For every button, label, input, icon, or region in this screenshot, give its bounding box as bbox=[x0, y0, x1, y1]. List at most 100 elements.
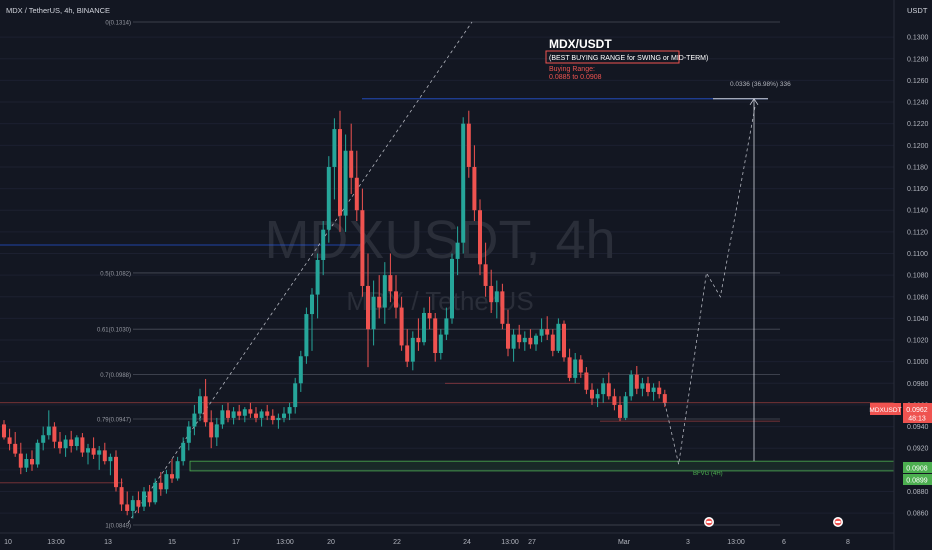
candle-body bbox=[528, 337, 533, 345]
candle-body bbox=[164, 474, 169, 490]
candle-body bbox=[567, 357, 572, 378]
candle-body bbox=[119, 487, 124, 505]
price-tick-label: 0.1100 bbox=[907, 251, 928, 258]
candle-body bbox=[24, 459, 29, 468]
time-tick-label: 13:00 bbox=[47, 539, 65, 546]
candle-body bbox=[97, 450, 102, 455]
countdown-text: 48:13 bbox=[908, 416, 926, 423]
candle-body bbox=[237, 411, 242, 416]
candle-body bbox=[287, 407, 292, 414]
candle-body bbox=[248, 409, 253, 414]
candle-body bbox=[136, 500, 141, 507]
candle-body bbox=[7, 437, 12, 444]
candle-body bbox=[545, 329, 550, 335]
candle-body bbox=[74, 437, 79, 447]
measure-label: 0.0336 (36.98%) 336 bbox=[730, 81, 791, 88]
symbol-price-tag: MDXUSDT bbox=[869, 403, 902, 415]
time-tick-label: 13:00 bbox=[276, 539, 294, 546]
fib-level-label: 0.61(0.1030) bbox=[97, 328, 131, 334]
candle-body bbox=[388, 275, 393, 292]
candle-body bbox=[91, 448, 96, 455]
candle-body bbox=[209, 422, 214, 438]
candle-body bbox=[657, 387, 662, 395]
candle-body bbox=[489, 285, 494, 303]
candle-body bbox=[270, 415, 275, 421]
price-tick-label: 0.1060 bbox=[907, 294, 929, 301]
price-tick-label: 0.1220 bbox=[907, 121, 929, 128]
candle-body bbox=[63, 439, 68, 449]
candle-body bbox=[18, 453, 23, 468]
candle-body bbox=[125, 504, 130, 511]
time-tick-label: 22 bbox=[393, 539, 401, 546]
candle-body bbox=[220, 410, 225, 425]
candle-body bbox=[584, 372, 589, 390]
candle-body bbox=[433, 318, 438, 354]
price-tick-label: 0.0880 bbox=[907, 489, 929, 496]
candle-body bbox=[623, 396, 628, 418]
annotation-subtitle-box bbox=[545, 50, 680, 64]
zone-bottom-tag: 0.0899 bbox=[903, 474, 932, 485]
candle-body bbox=[192, 413, 197, 427]
candle-body bbox=[410, 337, 415, 362]
price-tick-label: 0.1140 bbox=[907, 208, 928, 215]
price-tick-label: 0.1080 bbox=[907, 273, 929, 280]
candle-body bbox=[371, 296, 376, 330]
time-tick-label: 8 bbox=[846, 539, 850, 546]
candle-body bbox=[478, 210, 482, 265]
time-axis[interactable]: 10 13:00 13 15 17 13:00 20 22 24 13:00 27 Mar 3 13:00… bbox=[0, 532, 894, 546]
candle-body bbox=[461, 123, 466, 243]
candle-body bbox=[466, 123, 471, 167]
event-icon-1[interactable] bbox=[704, 517, 714, 527]
fib-level-label: 0.5(0.1082) bbox=[100, 271, 131, 277]
time-tick-label: 27 bbox=[528, 539, 536, 546]
candle-body bbox=[618, 404, 622, 418]
candle-body bbox=[254, 413, 258, 418]
candle-body bbox=[293, 383, 298, 408]
price-tick-label: 0.1240 bbox=[907, 100, 929, 107]
candle-body bbox=[298, 356, 303, 384]
candle-body bbox=[142, 491, 146, 507]
symbol-tag-text: MDXUSDT bbox=[869, 407, 901, 414]
current-price-tag: 0.0962 48:13 bbox=[903, 403, 932, 423]
price-tick-label: 0.1160 bbox=[907, 186, 928, 193]
candle-body bbox=[130, 500, 135, 511]
price-tick-label: 0.0980 bbox=[907, 381, 929, 388]
candle-body bbox=[646, 383, 650, 392]
price-tick-label: 0.1260 bbox=[907, 78, 929, 85]
candle-body bbox=[506, 323, 510, 349]
candle-body bbox=[114, 456, 118, 488]
candle-body bbox=[522, 337, 527, 343]
candle-body bbox=[438, 334, 443, 354]
event-icon-2[interactable] bbox=[833, 517, 843, 527]
candle-body bbox=[304, 314, 309, 357]
time-tick-label: 15 bbox=[168, 539, 176, 546]
time-tick-label: Mar bbox=[618, 539, 631, 546]
candle-body bbox=[58, 441, 62, 449]
candle-body bbox=[231, 411, 236, 418]
trend-line bbox=[127, 21, 473, 524]
candle-body bbox=[153, 482, 158, 503]
candle-body bbox=[422, 312, 426, 343]
candle-body bbox=[276, 417, 281, 421]
candle-body bbox=[69, 439, 74, 447]
candle-body bbox=[640, 383, 645, 389]
measure-arrowhead bbox=[749, 98, 759, 106]
price-tick-label: 0.1200 bbox=[907, 143, 929, 150]
zone-top-tag: 0.0908 bbox=[903, 462, 932, 473]
candle-body bbox=[242, 409, 247, 416]
candle-body bbox=[651, 387, 656, 392]
candle-body bbox=[186, 426, 191, 443]
candle-body bbox=[472, 166, 477, 211]
candle-body bbox=[511, 334, 516, 349]
fib-level-label: 1(0.0849) bbox=[105, 524, 131, 530]
time-tick-label: 13:00 bbox=[501, 539, 519, 546]
candle-body bbox=[170, 474, 174, 479]
time-tick-label: 17 bbox=[232, 539, 240, 546]
zone-top-text: 0.0908 bbox=[906, 466, 928, 473]
candle-body bbox=[416, 337, 421, 343]
candle-body bbox=[338, 129, 342, 216]
candle-body bbox=[354, 177, 359, 211]
candle-body bbox=[573, 359, 578, 378]
candle-body bbox=[405, 345, 410, 362]
